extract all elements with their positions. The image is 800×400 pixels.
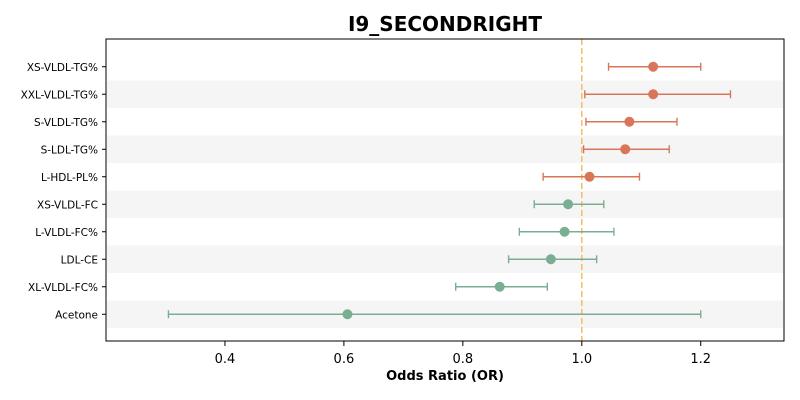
y-tick-label: S-LDL-TG% — [41, 144, 98, 156]
x-axis-label: Odds Ratio (OR) — [386, 369, 504, 384]
or-point — [342, 309, 353, 320]
x-tick-label: 1.2 — [690, 352, 711, 367]
y-tick-label: LDL-CE — [61, 254, 98, 266]
y-tick-labels: XS-VLDL-TG% XXL-VLDL-TG% S-VLDL-TG% S-LDL-T… — [21, 62, 106, 321]
y-tick-label: L-HDL-PL% — [41, 172, 98, 184]
row-band — [107, 135, 783, 163]
x-tick-label: 0.4 — [215, 352, 236, 367]
data-marks — [167, 61, 732, 320]
row-band — [107, 190, 783, 218]
or-point — [620, 144, 631, 155]
or-point — [545, 254, 556, 265]
y-tick-label: S-VLDL-TG% — [34, 117, 98, 129]
y-tick-label: XXL-VLDL-TG% — [21, 89, 98, 101]
y-tick-label: XL-VLDL-FC% — [28, 282, 98, 294]
x-tick-label: 0.6 — [334, 352, 355, 367]
or-point — [648, 89, 659, 100]
chart-title: I9_SECONDRIGHT — [348, 12, 542, 36]
or-point — [563, 199, 574, 210]
x-tick-labels: 0.4 0.6 0.8 1.0 1.2 — [215, 341, 711, 367]
or-point — [648, 61, 659, 72]
row-bands — [107, 80, 783, 328]
row-band — [107, 245, 783, 273]
or-point — [584, 171, 595, 182]
x-tick-label: 1.0 — [571, 352, 592, 367]
plot-frame — [105, 38, 785, 342]
x-tick-label: 0.8 — [452, 352, 473, 367]
or-point — [559, 226, 570, 237]
or-point — [494, 281, 505, 292]
y-tick-label: Acetone — [55, 309, 98, 321]
y-tick-label: L-VLDL-FC% — [35, 227, 98, 239]
y-tick-label: XS-VLDL-FC — [37, 199, 98, 211]
or-point — [624, 116, 635, 127]
y-tick-label: XS-VLDL-TG% — [27, 62, 98, 74]
